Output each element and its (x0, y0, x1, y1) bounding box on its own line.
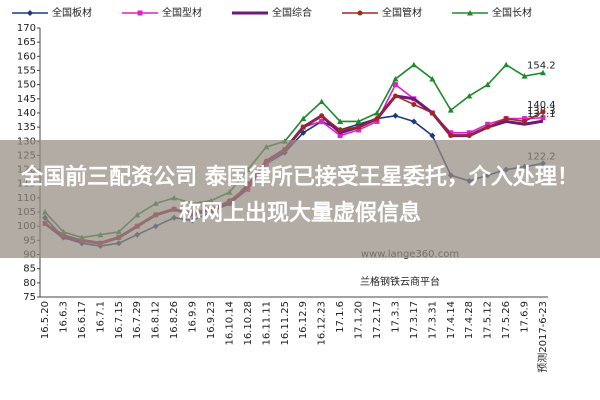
marker (300, 115, 307, 122)
x-tick-label: 17.4.28 (464, 301, 475, 339)
marker (485, 121, 491, 127)
marker (540, 109, 546, 115)
y-tick-label: 145 (17, 94, 36, 105)
marker (337, 127, 343, 133)
marker (429, 75, 436, 82)
y-tick-label: 85 (23, 264, 36, 275)
y-tick-label: 170 (17, 23, 36, 34)
x-tick-label: 16.9.9 (188, 301, 199, 333)
legend-label: 全国综合 (272, 6, 312, 19)
x-tick-label: 17.4.14 (446, 301, 457, 339)
x-tick-label: 16.6.3 (58, 301, 69, 333)
x-tick-label: 16.7.1 (95, 301, 106, 333)
marker (522, 118, 528, 124)
y-tick-label: 155 (17, 65, 36, 76)
x-tick-label: 预测2017-6-23 (536, 301, 549, 373)
y-tick-label: 75 (23, 292, 36, 303)
x-tick-label: 16.10.28 (243, 301, 254, 346)
end-label: 137.1 (527, 109, 556, 120)
x-tick-label: 17.3.3 (390, 301, 401, 333)
marker (392, 75, 399, 82)
marker (392, 93, 398, 99)
x-tick-label: 17.2.17 (372, 301, 383, 339)
y-tick-label: 160 (17, 51, 36, 62)
x-tick-label: 16.7.15 (114, 301, 125, 339)
marker (485, 124, 491, 130)
marker (429, 110, 435, 116)
marker (355, 118, 362, 124)
marker (503, 116, 509, 122)
x-tick-label: 17.3.31 (427, 301, 438, 339)
marker (522, 116, 528, 122)
x-tick-label: 16.8.26 (169, 301, 180, 339)
marker (466, 133, 472, 139)
y-tick-label: 165 (17, 37, 36, 48)
marker (318, 98, 325, 105)
x-tick-label: 17.1.6 (335, 301, 346, 333)
y-tick-label: 135 (17, 122, 36, 133)
marker (337, 133, 343, 139)
marker (484, 81, 491, 88)
x-tick-label: 16.7.29 (132, 301, 143, 339)
marker (319, 118, 325, 124)
marker (300, 124, 306, 130)
marker (356, 124, 362, 130)
marker (357, 10, 363, 16)
x-tick-label: 16.12.9 (298, 301, 309, 339)
banner (0, 140, 600, 258)
marker (447, 107, 454, 113)
x-tick-label: 17.3.17 (409, 301, 420, 339)
marker (540, 69, 546, 76)
x-tick-label: 17.1.20 (354, 301, 365, 339)
marker (392, 112, 399, 119)
headline: 全国前三配资公司 泰国律所已接受王星委托，介入处理！称网上出现大量虚假信息 (21, 165, 579, 226)
end-label: 154.2 (527, 61, 556, 72)
legend-label: 全国型材 (162, 6, 202, 19)
marker (410, 61, 417, 68)
marker (467, 10, 473, 16)
x-tick-label: 16.11.11 (261, 301, 272, 346)
y-tick-label: 150 (17, 80, 36, 91)
x-tick-label: 16.11.25 (280, 301, 291, 346)
y-tick-label: 140 (17, 108, 36, 119)
marker (540, 115, 546, 121)
legend-label: 全国长材 (492, 6, 532, 19)
marker (319, 113, 325, 119)
marker (448, 133, 454, 139)
marker (137, 10, 143, 16)
x-tick-label: 17.6.9 (520, 301, 531, 333)
marker (503, 61, 510, 68)
x-tick-label: 16.9.23 (206, 301, 217, 339)
marker (356, 127, 362, 133)
marker (392, 82, 398, 88)
marker (374, 118, 380, 124)
y-tick-label: 80 (23, 278, 36, 289)
marker (429, 132, 436, 139)
marker (466, 130, 472, 136)
x-tick-label: 17.5.26 (501, 301, 512, 339)
x-tick-label: 16.8.12 (151, 301, 162, 339)
x-tick-label: 16.5.20 (40, 301, 51, 339)
x-tick-label: 16.6.17 (77, 301, 88, 339)
x-tick-label: 16.12.23 (317, 301, 328, 346)
marker (466, 92, 473, 99)
marker (521, 73, 528, 79)
marker (374, 116, 380, 122)
x-tick-label: 16.10.14 (224, 301, 235, 346)
marker (410, 118, 417, 125)
legend-label: 全国板材 (52, 6, 92, 19)
marker (337, 118, 344, 124)
marker (374, 109, 380, 116)
legend-label: 全国管材 (382, 6, 422, 19)
marker (27, 10, 33, 16)
platform: 兰格钢铁云商平台 (360, 275, 440, 288)
x-tick-label: 17.5.12 (483, 301, 494, 339)
end-label: 140.4 (527, 100, 556, 111)
marker (448, 130, 454, 136)
marker (411, 101, 417, 107)
